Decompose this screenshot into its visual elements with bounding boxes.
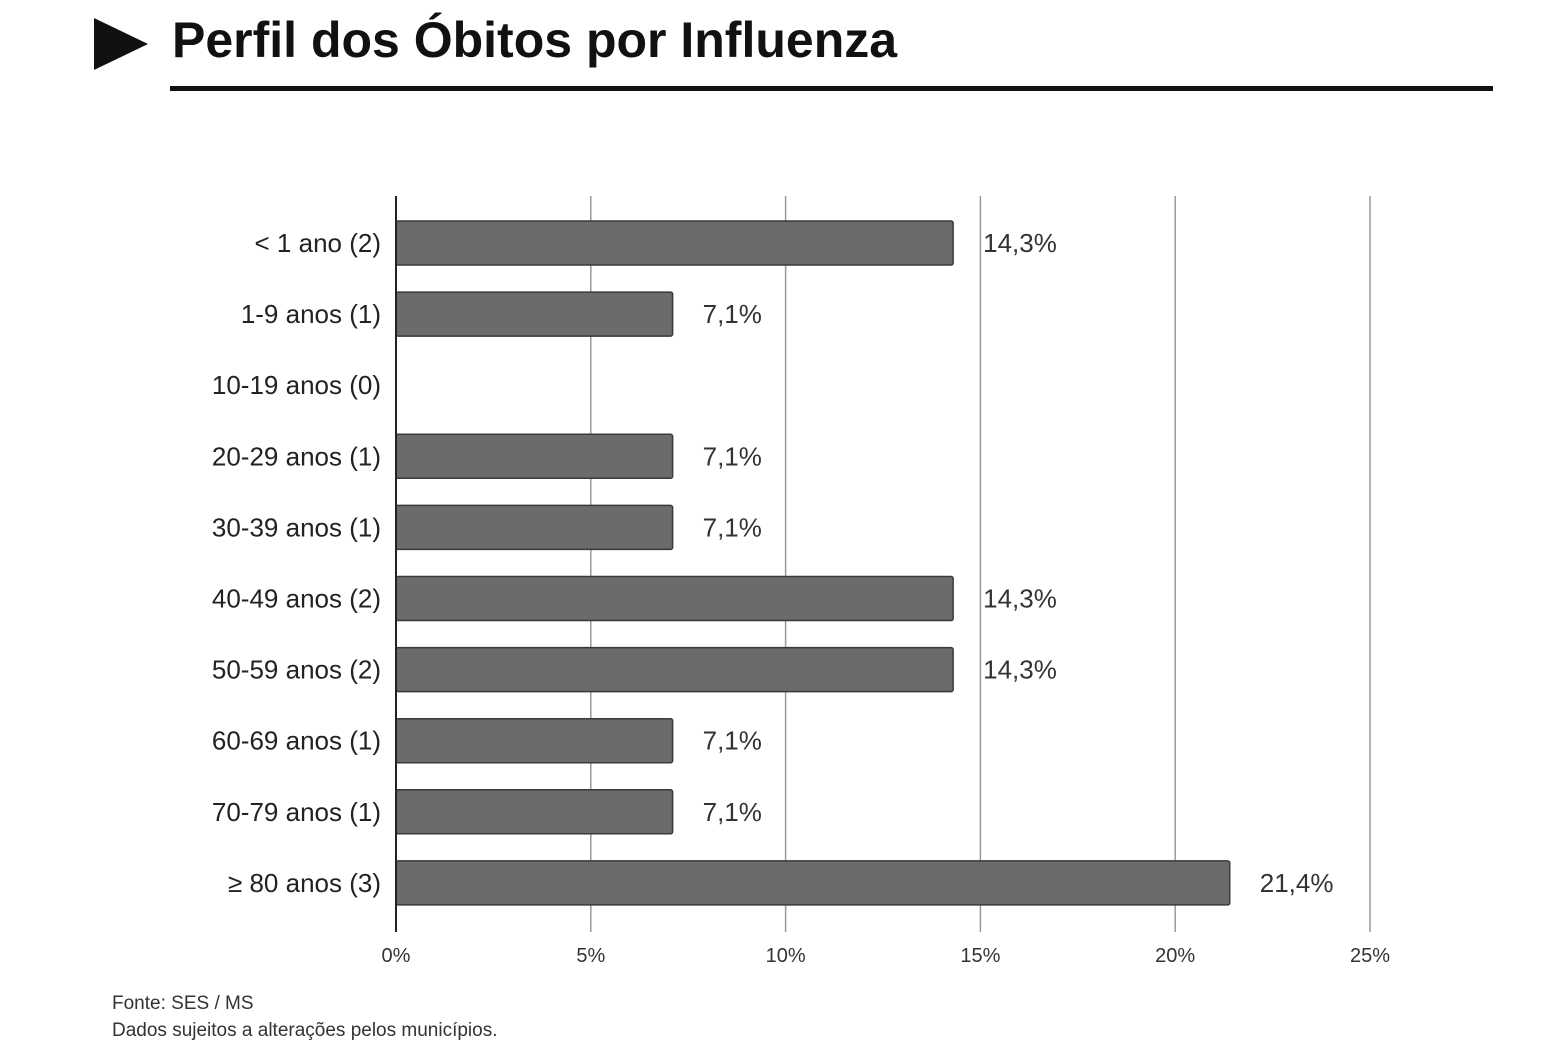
value-label: 14,3% [983,655,1057,685]
category-label: 70-79 anos (1) [212,797,381,827]
bar [395,220,954,266]
bars [395,220,1231,906]
title-arrow-icon [94,18,148,70]
labels: 0% 5% 10% 15% 20% 25% < 1 ano (2) 14,3% 1-9 anos… [212,228,1390,967]
category-label: 20-29 anos (1) [212,441,381,471]
value-label: 7,1% [703,441,762,471]
value-label: 7,1% [703,726,762,756]
source-note: Fonte: SES / MS [112,993,254,1014]
page-title: Perfil dos Óbitos por Influenza [172,12,898,68]
title-underline [170,86,1493,91]
x-tick-label: 20% [1155,945,1195,967]
value-label: 7,1% [703,797,762,827]
category-label: 30-39 anos (1) [212,512,381,542]
x-tick-label: 25% [1350,945,1390,967]
x-tick-label: 0% [382,945,411,967]
value-label: 14,3% [983,228,1057,258]
bar [395,860,1231,906]
x-tick-label: 5% [576,945,605,967]
bar [395,717,674,764]
x-tick-label: 15% [960,945,1000,967]
bar [395,504,674,551]
value-label: 21,4% [1260,868,1334,898]
category-label: ≥ 80 anos (3) [228,868,381,898]
bar [395,789,674,835]
category-label: 40-49 anos (2) [212,584,381,614]
bar [395,291,674,337]
value-label: 7,1% [703,512,762,542]
category-label: 50-59 anos (2) [212,655,381,685]
bar [395,575,954,622]
category-label: 60-69 anos (1) [212,726,381,756]
bar [395,433,674,480]
bar [395,646,954,693]
value-label: 7,1% [703,299,762,329]
category-label: 1-9 anos (1) [241,299,381,329]
category-label: 10-19 anos (0) [212,370,381,400]
value-label: 14,3% [983,584,1057,614]
disclaimer-note: Dados sujeitos a alterações pelos municí… [112,1020,498,1041]
x-tick-label: 10% [766,945,806,967]
category-label: < 1 ano (2) [255,228,381,258]
